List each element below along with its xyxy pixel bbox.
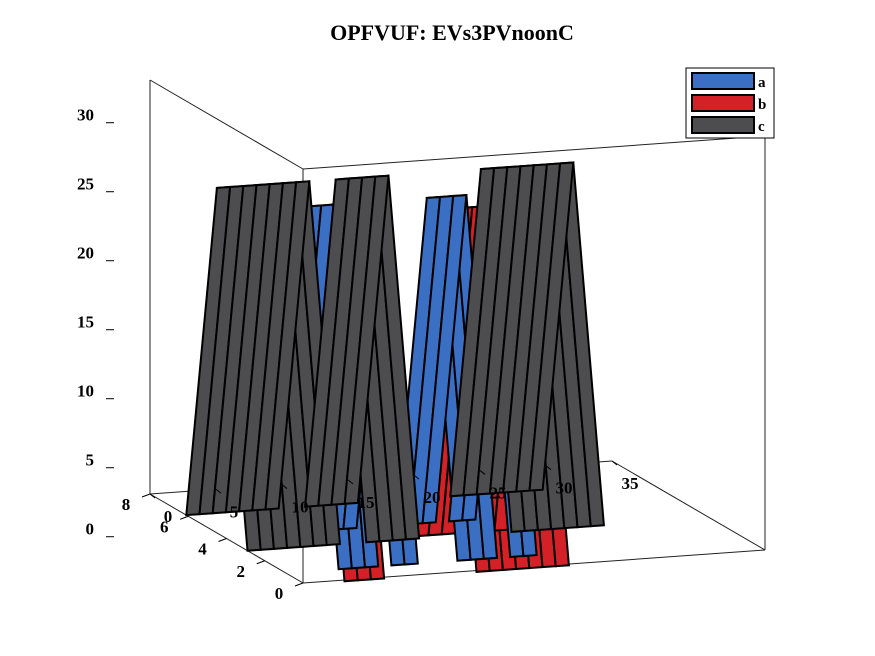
- chart-title: OPFVUF: EVs3PVnoonC: [330, 20, 574, 45]
- x-tick-label: 35: [622, 474, 639, 493]
- x-tick-label: 25: [490, 483, 507, 502]
- z-tick-label: 25: [77, 175, 94, 194]
- legend: abc: [685, 67, 775, 139]
- z-tick-label: 20: [77, 244, 94, 263]
- bar-walls: [185, 161, 605, 583]
- y-tick-mark: [256, 560, 265, 565]
- z-tick-label: 10: [77, 382, 94, 401]
- axis-box-line: [611, 460, 766, 551]
- x-tick-mark: [347, 479, 354, 485]
- z-tick-label: 30: [77, 106, 94, 125]
- z-tick-label: 5: [86, 451, 95, 470]
- x-tick-label: 0: [164, 507, 173, 526]
- y-tick-label: 2: [237, 562, 246, 581]
- axis-ticks: 0 5 10 15 20 25 30 35 0 2 4 6 8 0 5 10 15 20 25 30: [77, 106, 639, 603]
- bar-face-a: [421, 194, 468, 525]
- legend-label-b: b: [758, 97, 766, 113]
- bar-face-c: [264, 180, 311, 511]
- x-tick-mark: [611, 460, 618, 466]
- bar-face-c: [528, 161, 575, 492]
- axis-box-line: [149, 79, 304, 170]
- x-tick-label: 5: [230, 502, 239, 521]
- legend-swatch-a: [691, 72, 755, 90]
- x-tick-label: 30: [556, 479, 573, 498]
- legend-label-c: c: [758, 119, 765, 135]
- z-tick-label: 15: [77, 313, 94, 332]
- x-tick-mark: [281, 484, 288, 489]
- y-tick-mark: [294, 582, 304, 587]
- legend-swatch-c: [691, 116, 755, 134]
- x-tick-label: 20: [424, 488, 441, 507]
- legend-label-a: a: [758, 75, 766, 91]
- y-tick-mark: [141, 493, 151, 498]
- x-tick-label: 15: [358, 493, 375, 512]
- y-tick-label: 4: [198, 540, 207, 559]
- y-tick-label: 6: [160, 517, 169, 536]
- x-tick-mark: [479, 470, 486, 475]
- y-tick-label: 0: [275, 584, 284, 603]
- bar-face-c: [343, 174, 390, 505]
- x-tick-mark: [149, 493, 156, 499]
- x-tick-mark: [413, 474, 420, 480]
- legend-swatch-b: [691, 94, 755, 112]
- axis-box-line: [302, 135, 766, 170]
- y-tick-mark: [218, 538, 227, 542]
- y-tick-mark: [180, 515, 189, 520]
- z-tick-label: 0: [86, 520, 95, 539]
- x-tick-mark: [215, 488, 222, 494]
- x-tick-label: 10: [292, 498, 309, 517]
- y-tick-label: 8: [122, 495, 131, 514]
- x-tick-mark: [545, 465, 552, 471]
